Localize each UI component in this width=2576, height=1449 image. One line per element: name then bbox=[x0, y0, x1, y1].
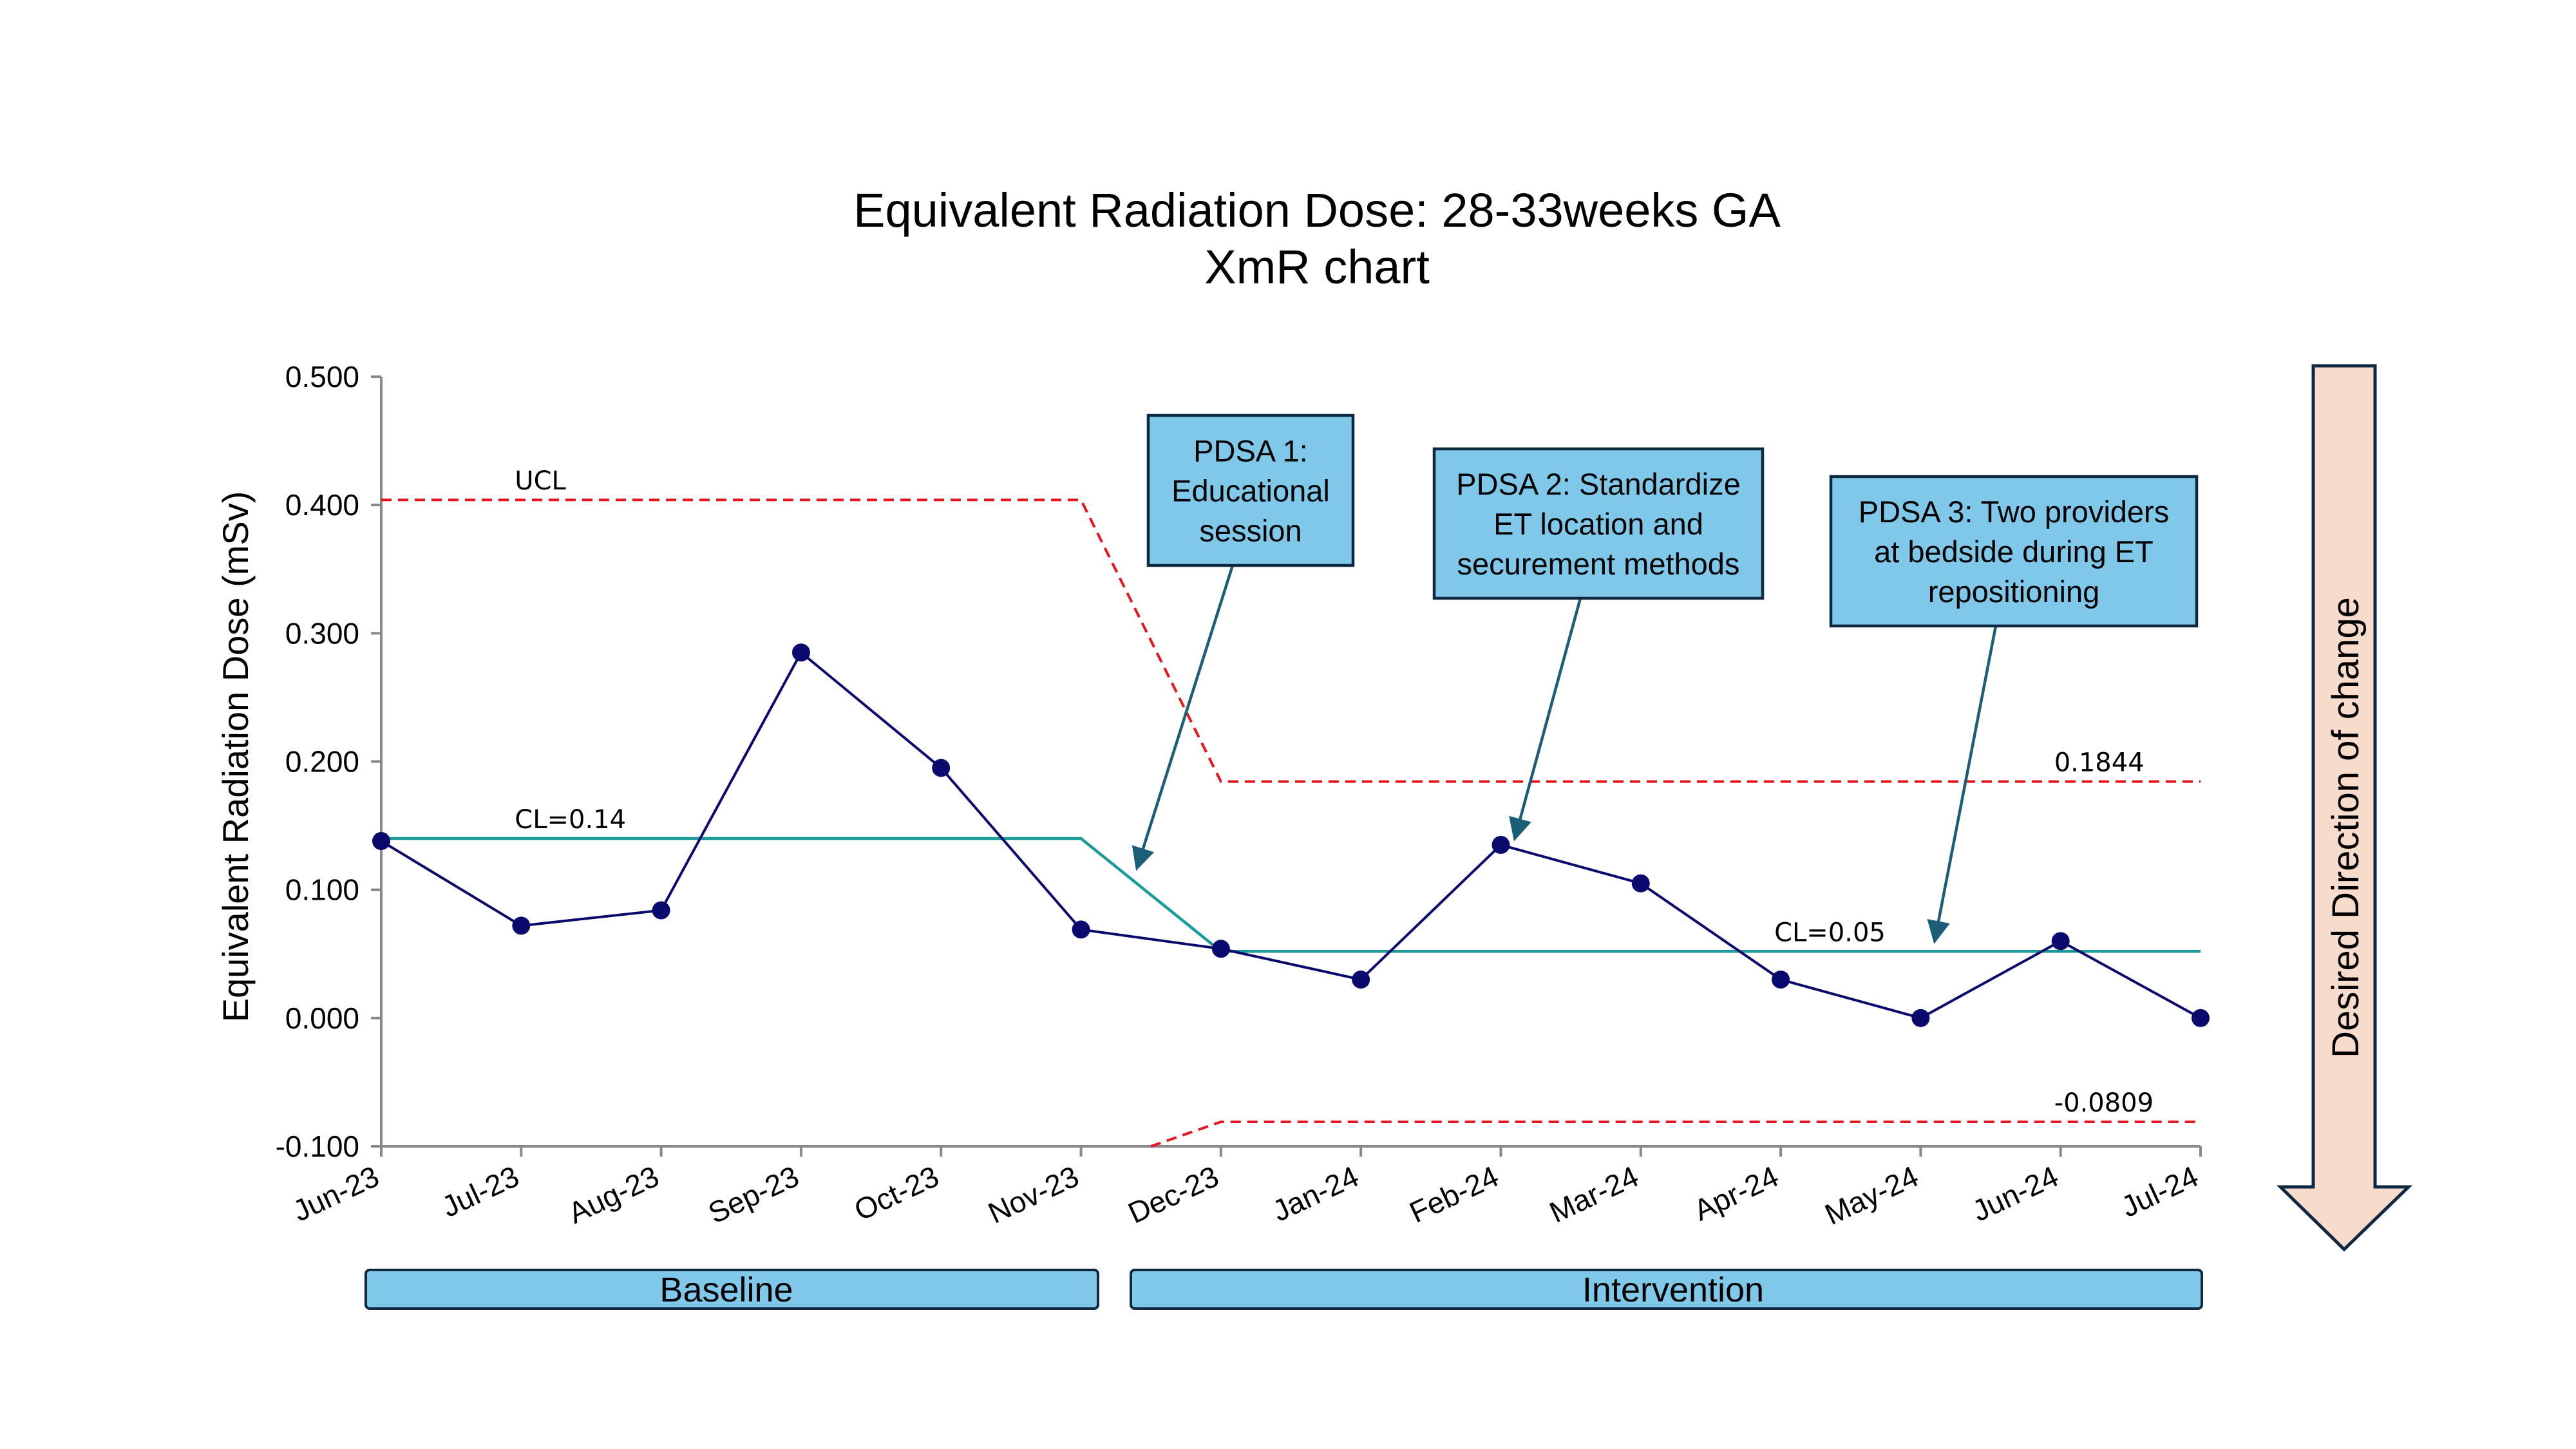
x-tick-label: Aug-23 bbox=[563, 1159, 663, 1230]
y-tick-label: -0.100 bbox=[276, 1130, 359, 1163]
pdsa-2-box bbox=[1432, 447, 1765, 600]
x-tick-label: Jun-24 bbox=[1967, 1159, 2063, 1228]
x-tick-label: Jul-24 bbox=[2116, 1159, 2204, 1224]
y-axis-label: Equivalent Radiation Dose (mSv) bbox=[215, 491, 256, 1023]
center-line-label: CL=0.14 bbox=[515, 805, 626, 835]
pdsa-2-callout: PDSA 2: Standardize ET location and secure… bbox=[1432, 447, 1765, 842]
x-tick-label: Dec-23 bbox=[1123, 1159, 1224, 1230]
y-tick-label: 0.000 bbox=[285, 1001, 359, 1035]
data-point bbox=[932, 759, 951, 777]
ucl-line bbox=[381, 498, 2201, 783]
data-point bbox=[652, 901, 670, 920]
y-tick-label: 0.100 bbox=[285, 873, 359, 907]
x-tick-label: Jun-23 bbox=[288, 1159, 384, 1228]
pdsa-2-text: PDSA 2: Standardize bbox=[1456, 467, 1741, 501]
x-tick-label: Jul-23 bbox=[437, 1159, 524, 1224]
chart-subtitle: XmR chart bbox=[1204, 240, 1430, 294]
x-tick-label: Nov-23 bbox=[983, 1159, 1083, 1230]
y-tick-label: 0.200 bbox=[285, 745, 359, 779]
desired-direction-arrow: Desired Direction of change bbox=[2276, 364, 2413, 1252]
chart-title: Equivalent Radiation Dose: 28-33weeks GA bbox=[853, 184, 1781, 237]
pdsa-3-arrow bbox=[1927, 625, 1998, 944]
lcl-line-label: -0.0809 bbox=[2054, 1088, 2154, 1118]
pdsa-1-callout: PDSA 1: Educational session bbox=[1132, 413, 1355, 871]
center-line-label: CL=0.05 bbox=[1774, 918, 1886, 947]
series-line bbox=[380, 650, 2201, 1019]
x-tick-label: Jan-24 bbox=[1267, 1159, 1363, 1228]
data-point bbox=[372, 831, 390, 850]
data-point bbox=[1072, 920, 1090, 939]
phase-baseline-bar bbox=[365, 1269, 1099, 1310]
y-tick-label: 0.400 bbox=[285, 488, 359, 522]
pdsa-1-box bbox=[1146, 413, 1355, 567]
center-line bbox=[381, 837, 2201, 953]
phase-intervention-bar bbox=[1130, 1269, 2203, 1310]
annotations-layer: PDSA 1: Educational session PDSA 2: Standar… bbox=[1132, 413, 2199, 944]
data-point bbox=[1631, 874, 1650, 893]
data-point bbox=[1772, 971, 1790, 989]
pdsa-1-arrow bbox=[1132, 565, 1235, 871]
x-tick-label: Apr-24 bbox=[1689, 1159, 1783, 1227]
data-point bbox=[791, 643, 810, 662]
data-point bbox=[2051, 932, 2070, 951]
phase-bars: Baseline Intervention bbox=[365, 1269, 2203, 1310]
pdsa-2-text: securement methods bbox=[1457, 547, 1740, 581]
pdsa-3-text: PDSA 3: Two providers bbox=[1859, 495, 2169, 529]
ucl-line-label: 0.1844 bbox=[2054, 748, 2145, 778]
pdsa-1-text: Educational bbox=[1171, 474, 1330, 508]
x-tick-label: Feb-24 bbox=[1405, 1159, 1504, 1229]
data-point bbox=[512, 916, 531, 935]
x-tick-label: Oct-23 bbox=[849, 1159, 943, 1227]
ucl-line-label: UCL bbox=[515, 466, 566, 496]
pdsa-2-text: ET location and bbox=[1493, 507, 1703, 541]
pdsa-3-box bbox=[1829, 475, 2199, 628]
data-point bbox=[1911, 1009, 1930, 1027]
pdsa-3-callout: PDSA 3: Two providers at bedside during E… bbox=[1829, 475, 2199, 944]
x-tick-label: May-24 bbox=[1820, 1159, 1924, 1231]
y-ticks: -0.100 0.000 0.100 0.200 0.300 0.400 0.500 bbox=[276, 360, 381, 1163]
x-tick-label: Sep-23 bbox=[703, 1159, 804, 1230]
pdsa-2-arrow bbox=[1509, 598, 1582, 842]
pdsa-1-text: PDSA 1: bbox=[1193, 434, 1308, 468]
y-tick-label: 0.300 bbox=[285, 616, 359, 650]
phase-intervention-label: Intervention bbox=[1582, 1271, 1764, 1309]
direction-arrow-shape bbox=[2276, 364, 2413, 1252]
data-point bbox=[1492, 835, 1510, 854]
pdsa-1-text: session bbox=[1199, 514, 1302, 548]
data-point bbox=[1352, 971, 1370, 989]
y-tick-label: 0.500 bbox=[285, 360, 359, 393]
phase-baseline-label: Baseline bbox=[659, 1271, 793, 1309]
x-ticks: Jun-23 Jul-23 Aug-23 Sep-23 Oct-23 Nov-23 Dec-… bbox=[288, 1146, 2203, 1231]
direction-label: Desired Direction of change bbox=[2325, 597, 2367, 1058]
x-tick-label: Mar-24 bbox=[1544, 1159, 1643, 1229]
data-point bbox=[1211, 940, 1230, 958]
control-limits: UCL 0.1844 -0.0809 CL=0.14 CL=0.05 bbox=[381, 466, 2201, 1148]
lcl-line bbox=[1150, 1120, 2201, 1148]
pdsa-3-text: repositioning bbox=[1928, 574, 2100, 609]
series-layer bbox=[372, 643, 2210, 1027]
data-point bbox=[2192, 1009, 2210, 1027]
pdsa-3-text: at bedside during ET bbox=[1874, 535, 2154, 569]
